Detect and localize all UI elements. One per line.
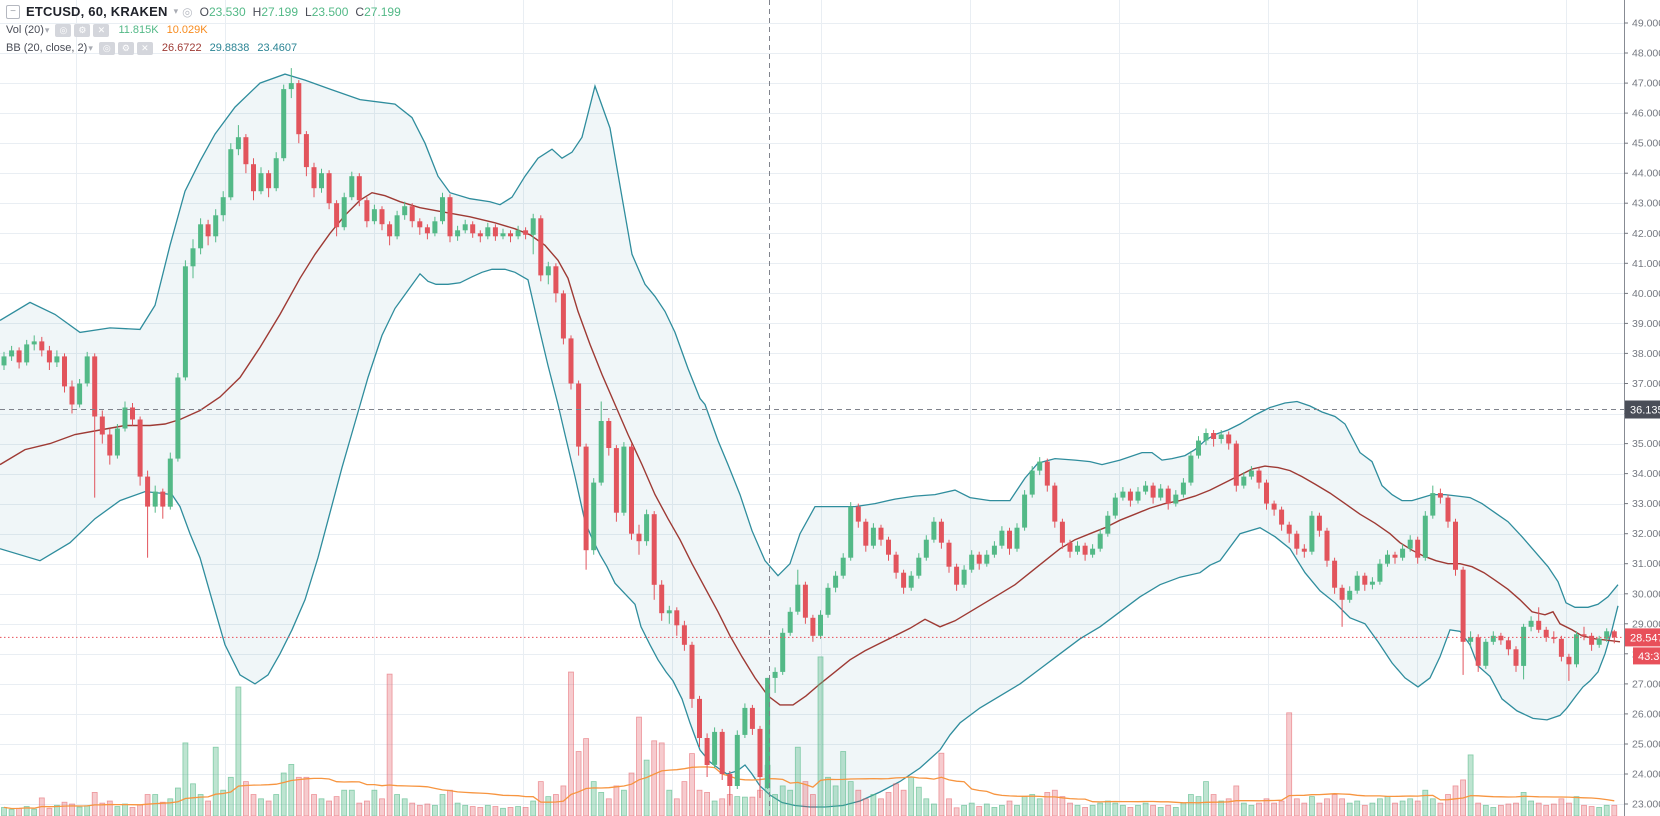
price-tick-label: 30.000 (1632, 588, 1660, 600)
bb-legend-row[interactable]: BB (20, close, 2) ▾ ◎ ⚙ ✕ 26.6722 29.883… (6, 39, 408, 57)
price-tick-label: 24.000 (1632, 769, 1660, 781)
price-tick-label: 37.000 (1632, 378, 1660, 390)
chart-legend: − ETCUSD, 60, KRAKEN ▾ ◎ O23.530 H27.199 L… (6, 2, 408, 57)
svg-text:36.135: 36.135 (1630, 405, 1660, 417)
price-tick-label: 23.000 (1632, 799, 1660, 811)
low-value: 23.500 (311, 4, 349, 19)
price-tick-label: 47.000 (1632, 78, 1660, 90)
gear-icon[interactable]: ⚙ (74, 23, 91, 37)
price-tick-label: 40.000 (1632, 288, 1660, 300)
ohlc-values: O23.530 H27.199 L23.500 C27.199 (200, 5, 408, 19)
candles-layer[interactable] (1, 68, 1617, 806)
close-value: 27.199 (364, 4, 401, 19)
bb-upper-value: 29.8838 (209, 42, 250, 54)
bb-lower-value: 23.4607 (257, 42, 298, 54)
price-tick-label: 25.000 (1632, 739, 1660, 751)
chevron-down-icon[interactable]: ▾ (173, 6, 179, 16)
price-tick-label: 42.000 (1632, 228, 1660, 240)
svg-text:28.547: 28.547 (1630, 632, 1660, 644)
price-tick-label: 43.000 (1632, 198, 1660, 210)
price-tick-label: 35.000 (1632, 438, 1660, 450)
high-label: H (252, 4, 262, 19)
close-label: C (355, 4, 365, 19)
symbol-title[interactable]: ETCUSD, 60, KRAKEN (26, 4, 168, 19)
eye-icon[interactable]: ◎ (182, 4, 193, 19)
price-tick-label: 46.000 (1632, 108, 1660, 120)
price-tick-label: 44.000 (1632, 168, 1660, 180)
gear-icon[interactable]: ⚙ (117, 41, 134, 55)
chevron-down-icon[interactable]: ▾ (44, 24, 50, 35)
price-tick-label: 34.000 (1632, 468, 1660, 480)
volume-indicator-name[interactable]: Vol (20) (6, 24, 44, 36)
high-value: 27.199 (261, 4, 299, 19)
legend-collapse-icon[interactable]: − (6, 4, 20, 19)
price-tick-label: 32.000 (1632, 528, 1660, 540)
bollinger-bands (0, 73, 1621, 808)
bar-countdown-label: 43:37 (1633, 647, 1660, 665)
volume-legend-row[interactable]: Vol (20) ▾ ◎ ⚙ ✕ 11.815K 10.029K (6, 21, 408, 39)
volume-value: 11.815K (118, 24, 159, 36)
price-tick-label: 48.000 (1632, 48, 1660, 60)
price-tick-label: 29.000 (1632, 618, 1660, 630)
bb-indicator-name[interactable]: BB (20, close, 2) (6, 42, 88, 54)
price-axis[interactable]: 49.000 48.000 47.000 46.000 45.000 44.000 43.0… (1624, 0, 1660, 816)
price-tick-label: 27.000 (1632, 678, 1660, 690)
crosshair-price-label: 36.135 (1625, 400, 1660, 419)
open-value: 23.530 (208, 4, 246, 19)
chevron-down-icon[interactable]: ▾ (88, 42, 93, 53)
price-tick-label: 41.000 (1632, 258, 1660, 270)
price-tick-label: 31.000 (1632, 558, 1660, 570)
price-tick-label: 49.000 (1632, 18, 1660, 30)
low-label: L (305, 4, 312, 19)
eye-icon[interactable]: ◎ (98, 41, 115, 55)
price-tick-label: 33.000 (1632, 498, 1660, 510)
price-tick-label: 26.000 (1632, 708, 1660, 720)
close-icon[interactable]: ✕ (93, 23, 110, 37)
volume-ma-value: 10.029K (166, 24, 208, 36)
volume-ma-line (3, 766, 1615, 810)
crosshair (0, 0, 1624, 816)
close-icon[interactable]: ✕ (136, 41, 153, 55)
symbol-legend-row[interactable]: − ETCUSD, 60, KRAKEN ▾ ◎ O23.530 H27.199 L… (6, 2, 408, 21)
eye-icon[interactable]: ◎ (55, 23, 72, 37)
price-tick-label: 38.000 (1632, 348, 1660, 360)
volume-bars (1, 656, 1618, 816)
price-tick-label: 39.000 (1632, 318, 1660, 330)
svg-text:43:37: 43:37 (1638, 651, 1660, 663)
price-tick-label: 45.000 (1632, 138, 1660, 150)
open-label: O (199, 4, 209, 19)
bb-basis-value: 26.6722 (161, 42, 202, 54)
last-price-label: 28.547 (1625, 628, 1660, 647)
